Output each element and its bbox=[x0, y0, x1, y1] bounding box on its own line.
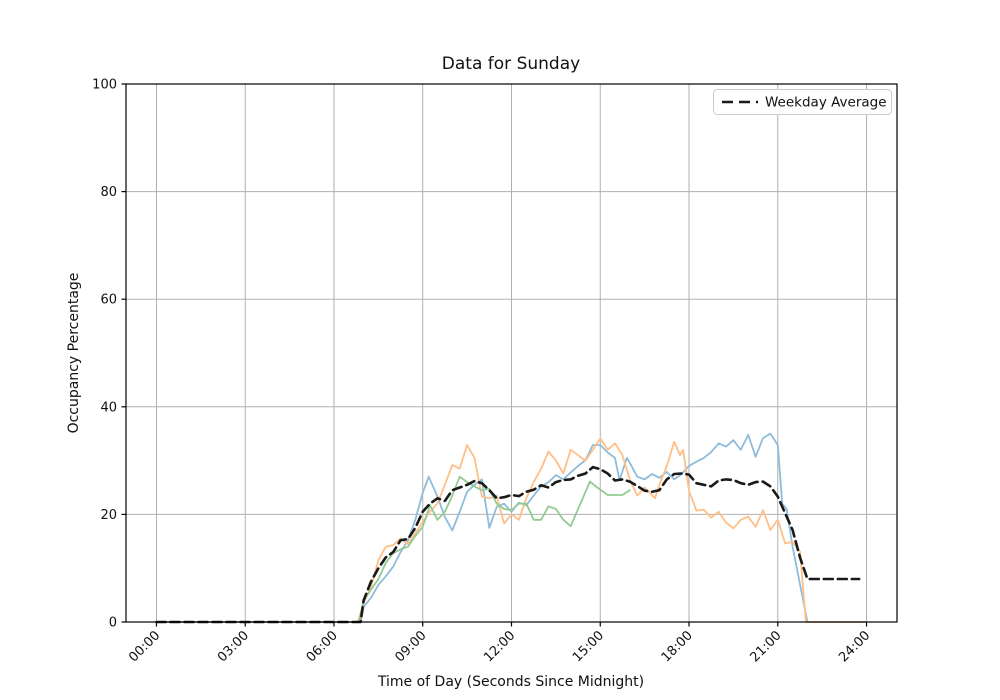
x-tick-label: 09:00 bbox=[392, 628, 429, 665]
x-tick-label: 15:00 bbox=[570, 628, 607, 665]
x-axis-label: Time of Day (Seconds Since Midnight) bbox=[377, 674, 644, 690]
axis-ticks: 00:00 03:00 06:00 09:00 12:00 15:00 18:00 21:00… bbox=[92, 78, 873, 666]
data-series bbox=[155, 432, 868, 624]
chart-title: Data for Sunday bbox=[442, 54, 580, 74]
series-sunday-1 bbox=[155, 432, 868, 623]
series-weekday-average bbox=[155, 465, 861, 624]
y-tick-label: 20 bbox=[100, 508, 117, 523]
y-tick-label: 80 bbox=[100, 185, 117, 200]
legend-box bbox=[713, 89, 892, 115]
x-tick-label: 21:00 bbox=[747, 628, 784, 665]
y-tick-label: 0 bbox=[109, 616, 117, 631]
x-tick-label: 00:00 bbox=[126, 628, 163, 665]
legend: Weekday Average bbox=[713, 89, 892, 115]
x-tick-label: 18:00 bbox=[659, 628, 696, 665]
y-axis-label: Occupancy Percentage bbox=[66, 273, 82, 434]
x-tick-label: 12:00 bbox=[481, 628, 518, 665]
x-tick-label: 06:00 bbox=[304, 628, 341, 665]
x-tick-label: 03:00 bbox=[215, 628, 252, 665]
y-tick-label: 60 bbox=[100, 293, 117, 308]
legend-entry-label: Weekday Average bbox=[765, 95, 887, 111]
y-tick-label: 40 bbox=[100, 400, 117, 415]
y-tick-label: 100 bbox=[92, 78, 117, 93]
series-sunday-2 bbox=[155, 437, 868, 623]
x-tick-label: 24:00 bbox=[836, 628, 873, 665]
series-sunday-3 bbox=[155, 475, 631, 623]
grid-lines bbox=[126, 83, 897, 623]
